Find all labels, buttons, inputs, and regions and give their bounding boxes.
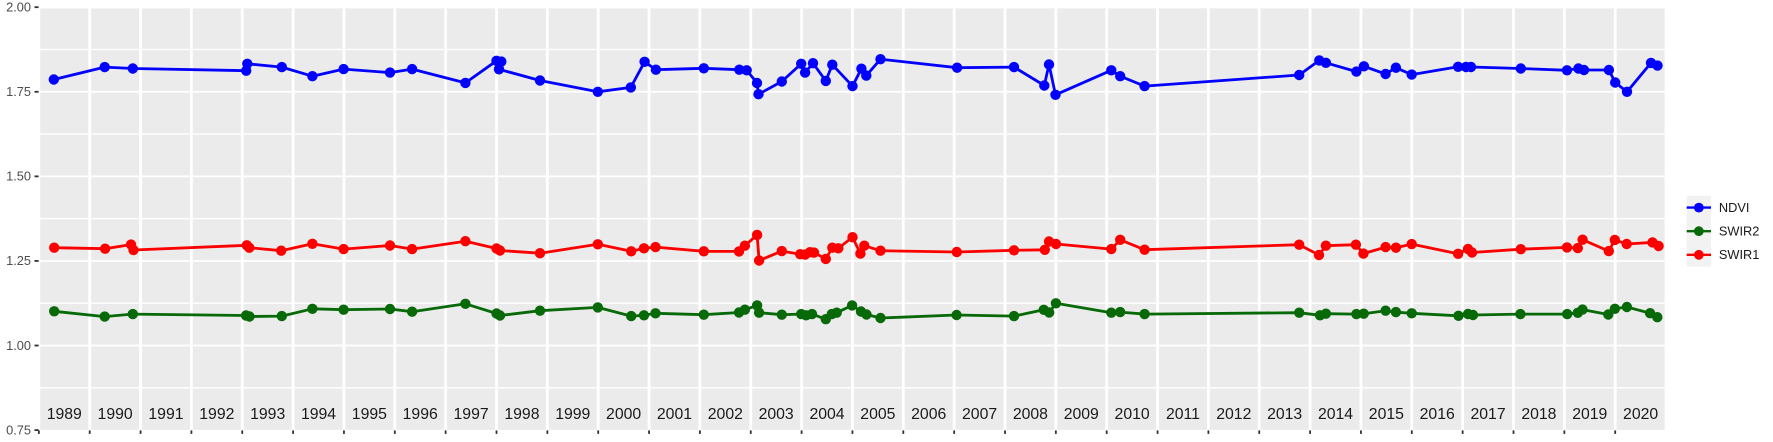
svg-text:2019: 2019	[1572, 406, 1607, 423]
svg-text:1991: 1991	[148, 406, 183, 423]
svg-text:2013: 2013	[1267, 406, 1302, 423]
svg-text:2000: 2000	[606, 406, 641, 423]
svg-text:2001: 2001	[657, 406, 692, 423]
svg-text:2018: 2018	[1521, 406, 1556, 423]
svg-text:1997: 1997	[454, 406, 489, 423]
svg-text:SWIR1: SWIR1	[1719, 247, 1760, 262]
svg-text:2020: 2020	[1623, 406, 1658, 423]
svg-text:1.25: 1.25	[6, 253, 31, 268]
svg-text:2003: 2003	[759, 406, 794, 423]
svg-text:2017: 2017	[1470, 406, 1505, 423]
svg-text:2008: 2008	[1013, 406, 1048, 423]
svg-text:1998: 1998	[504, 406, 539, 423]
svg-text:1990: 1990	[98, 406, 133, 423]
svg-text:0.75: 0.75	[6, 422, 31, 437]
svg-text:2004: 2004	[809, 406, 844, 423]
svg-text:2005: 2005	[860, 406, 895, 423]
svg-text:2016: 2016	[1420, 406, 1455, 423]
svg-text:1996: 1996	[403, 406, 438, 423]
svg-text:2002: 2002	[708, 406, 743, 423]
svg-text:2010: 2010	[1115, 406, 1150, 423]
svg-text:1.50: 1.50	[6, 169, 31, 184]
svg-text:1989: 1989	[47, 406, 82, 423]
svg-text:1999: 1999	[555, 406, 590, 423]
svg-text:NDVI: NDVI	[1719, 200, 1750, 215]
svg-text:1.75: 1.75	[6, 84, 31, 99]
svg-text:1995: 1995	[352, 406, 387, 423]
svg-text:2012: 2012	[1216, 406, 1251, 423]
svg-text:SWIR2: SWIR2	[1719, 224, 1760, 239]
svg-text:1994: 1994	[301, 406, 336, 423]
svg-text:1.00: 1.00	[6, 338, 31, 353]
svg-text:2015: 2015	[1369, 406, 1404, 423]
svg-text:1992: 1992	[199, 406, 234, 423]
svg-text:2006: 2006	[911, 406, 946, 423]
svg-text:1993: 1993	[250, 406, 285, 423]
svg-text:2009: 2009	[1064, 406, 1099, 423]
svg-text:2007: 2007	[962, 406, 997, 423]
svg-text:2014: 2014	[1318, 406, 1353, 423]
svg-text:2011: 2011	[1166, 406, 1200, 423]
svg-text:2.00: 2.00	[6, 0, 31, 15]
